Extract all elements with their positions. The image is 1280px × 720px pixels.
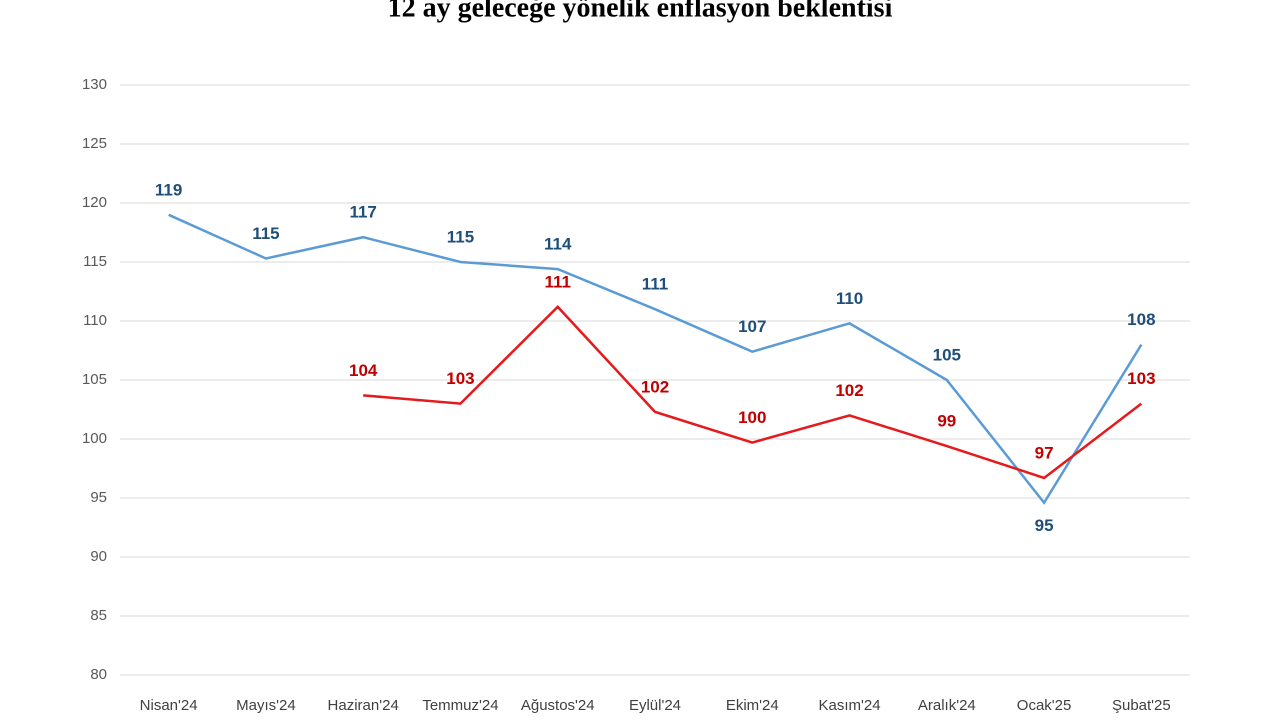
x-tick-label: Ocak'25 [1017, 697, 1072, 714]
data-label: 103 [446, 369, 474, 388]
x-tick-label: Eylül'24 [629, 697, 681, 714]
data-label: 107 [738, 317, 766, 336]
x-tick-label: Temmuz'24 [422, 697, 498, 714]
y-tick-label: 85 [90, 607, 107, 624]
data-label: 102 [835, 381, 863, 400]
x-tick-label: Haziran'24 [328, 697, 399, 714]
data-label: 115 [447, 227, 474, 246]
y-tick-label: 90 [90, 548, 107, 565]
x-tick-label: Kasım'24 [819, 697, 881, 714]
y-tick-label: 100 [82, 430, 107, 447]
x-tick-label: Şubat'25 [1112, 697, 1171, 714]
series-line [168, 213, 1143, 505]
y-tick-label: 120 [82, 194, 107, 211]
data-label: 102 [641, 377, 669, 396]
data-label: 104 [349, 361, 378, 380]
data-label: 110 [836, 289, 863, 308]
data-label: 99 [937, 412, 956, 431]
y-tick-label: 95 [90, 489, 107, 506]
x-tick-label: Ekim'24 [726, 697, 779, 714]
y-tick-label: 130 [82, 76, 107, 93]
y-tick-label: 80 [90, 666, 107, 683]
y-tick-label: 125 [82, 135, 107, 152]
series-line [363, 305, 1143, 480]
data-label: 111 [642, 275, 669, 294]
data-label: 100 [738, 408, 766, 427]
data-label: 115 [252, 224, 279, 243]
chart-title: 12 ay geleceğe yönelik enflasyon beklent… [388, 0, 893, 23]
data-label: 97 [1035, 443, 1054, 462]
data-label: 95 [1035, 516, 1054, 535]
x-tick-label: Ağustos'24 [521, 697, 595, 714]
y-tick-label: 115 [83, 253, 107, 270]
data-label: 105 [933, 345, 961, 364]
data-label: 103 [1127, 369, 1155, 388]
data-label: 111 [544, 272, 571, 291]
x-tick-label: Mayıs'24 [236, 697, 296, 714]
y-tick-label: 105 [82, 371, 107, 388]
x-tick-label: Aralık'24 [918, 697, 976, 714]
x-tick-label: Nisan'24 [140, 697, 198, 714]
data-label: 117 [349, 203, 376, 222]
data-label: 108 [1127, 310, 1155, 329]
data-label: 119 [155, 180, 182, 199]
data-label: 114 [544, 235, 572, 254]
y-tick-label: 110 [83, 312, 107, 329]
